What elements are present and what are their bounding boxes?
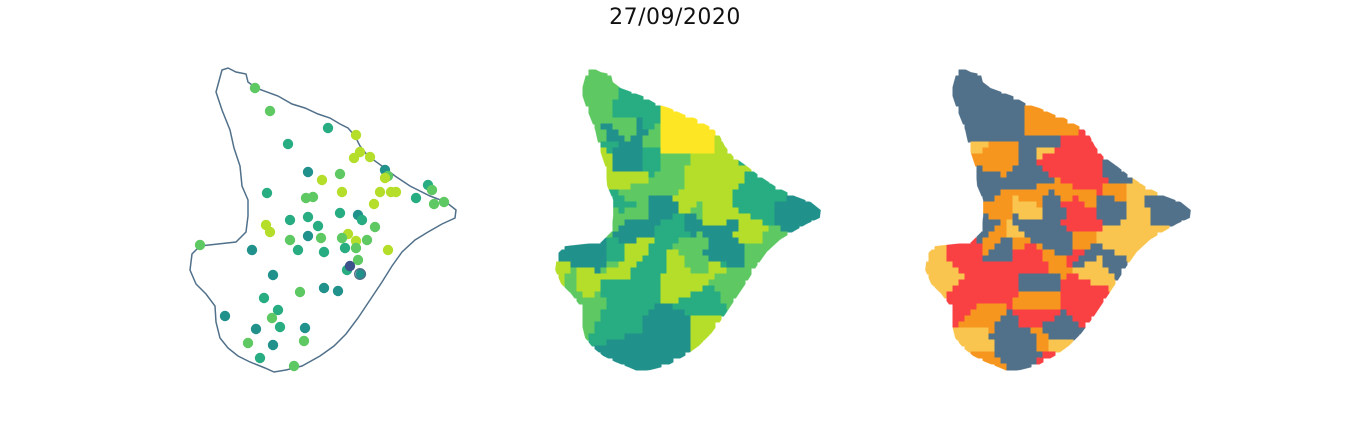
- data-point: [316, 174, 328, 186]
- data-point: [334, 207, 346, 219]
- data-point: [246, 244, 258, 256]
- data-point: [336, 186, 348, 198]
- data-point: [282, 138, 294, 150]
- data-point: [194, 239, 206, 251]
- data-point: [298, 335, 310, 347]
- data-point: [302, 211, 314, 223]
- data-point: [410, 192, 422, 204]
- data-point: [332, 285, 344, 297]
- data-point: [355, 268, 367, 280]
- data-point: [242, 337, 254, 349]
- data-point: [219, 310, 231, 322]
- data-point: [390, 186, 402, 198]
- data-point: [267, 269, 279, 281]
- data-point: [336, 232, 348, 244]
- categorical-regions-border: [924, 67, 1192, 373]
- data-point: [272, 304, 284, 316]
- data-point: [339, 242, 351, 254]
- data-point: [250, 323, 262, 335]
- figure-title: 27/09/2020: [609, 5, 741, 30]
- categorical-regions: [925, 69, 1191, 371]
- data-point: [292, 244, 304, 256]
- data-point: [356, 214, 368, 226]
- data-point: [350, 242, 362, 254]
- data-point: [299, 322, 311, 334]
- data-point: [254, 352, 266, 364]
- state-outline: [189, 67, 457, 373]
- data-point: [288, 360, 300, 372]
- data-point: [374, 186, 386, 198]
- data-point: [382, 244, 394, 256]
- data-point: [315, 232, 327, 244]
- choropleth-regions-border: [554, 67, 822, 373]
- data-point: [334, 168, 346, 180]
- data-point: [302, 166, 314, 178]
- data-point: [258, 292, 270, 304]
- data-point: [426, 184, 438, 196]
- data-point: [344, 260, 356, 272]
- data-point: [267, 339, 279, 351]
- data-point: [307, 191, 319, 203]
- data-point: [312, 220, 324, 232]
- data-point: [379, 172, 391, 184]
- data-point: [352, 254, 364, 266]
- data-point: [284, 214, 296, 226]
- data-point: [368, 198, 380, 210]
- data-point: [361, 234, 373, 246]
- highlighted-point: [354, 268, 366, 280]
- data-point: [302, 230, 314, 242]
- map-panel-points: [189, 67, 457, 373]
- choropleth-regions: [555, 69, 821, 371]
- data-point: [438, 196, 450, 208]
- data-point: [264, 105, 276, 117]
- data-point: [318, 282, 330, 294]
- data-point: [318, 246, 330, 258]
- data-point: [264, 226, 276, 238]
- data-point: [294, 286, 306, 298]
- data-point: [428, 198, 440, 210]
- data-point: [261, 187, 273, 199]
- data-point: [249, 82, 261, 94]
- map-panel-choropleth: [554, 67, 822, 373]
- data-point: [369, 221, 381, 233]
- data-point: [322, 122, 334, 134]
- data-point: [350, 129, 362, 141]
- data-point: [284, 234, 296, 246]
- data-point: [364, 151, 376, 163]
- data-point: [266, 312, 278, 324]
- data-point: [348, 152, 360, 164]
- map-panel-categorical: [924, 67, 1192, 373]
- data-point: [274, 321, 286, 333]
